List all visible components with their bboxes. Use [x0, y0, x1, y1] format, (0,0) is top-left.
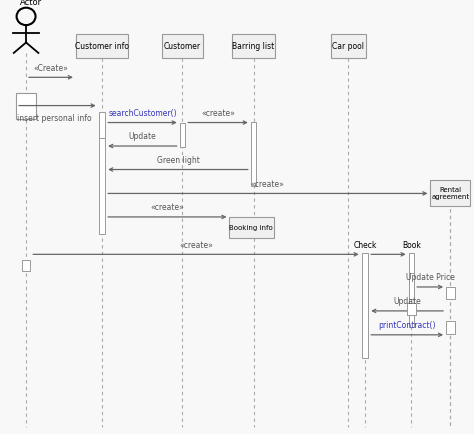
Text: Update: Update	[128, 132, 156, 141]
Text: searchCustomer(): searchCustomer()	[108, 108, 177, 118]
Bar	[99, 124, 105, 234]
Bar	[407, 303, 416, 315]
Text: Car pool: Car pool	[332, 42, 365, 51]
Text: Barring list: Barring list	[232, 42, 275, 51]
Text: Book: Book	[402, 240, 421, 250]
Bar	[446, 322, 455, 334]
Text: «create»: «create»	[251, 179, 285, 188]
Text: Actor: Actor	[20, 0, 43, 7]
Bar	[16, 93, 36, 119]
Bar	[409, 254, 414, 328]
Text: Customer: Customer	[164, 42, 201, 51]
Text: Booking info: Booking info	[229, 225, 273, 231]
Text: Customer info: Customer info	[75, 42, 129, 51]
Bar	[228, 217, 274, 239]
Bar	[430, 180, 470, 206]
Text: «create»: «create»	[150, 203, 184, 212]
Bar	[162, 35, 202, 59]
Text: «Create»: «Create»	[34, 63, 68, 72]
Bar	[362, 254, 368, 358]
Text: Update Price: Update Price	[406, 273, 455, 282]
Bar	[409, 273, 414, 299]
Text: insert personal info: insert personal info	[17, 113, 92, 122]
Bar	[99, 113, 105, 139]
Bar	[76, 35, 128, 59]
Text: Update: Update	[393, 296, 421, 306]
Bar	[446, 287, 455, 299]
Bar	[331, 35, 366, 59]
Bar	[22, 260, 30, 271]
Text: printContract(): printContract()	[378, 320, 436, 329]
Text: Rental
agreement: Rental agreement	[431, 187, 469, 200]
Text: «create»: «create»	[179, 240, 213, 249]
Bar	[180, 123, 185, 148]
Bar	[232, 35, 275, 59]
Bar	[251, 122, 256, 187]
Text: Check: Check	[353, 240, 377, 250]
Text: Green light: Green light	[156, 155, 200, 164]
Text: «create»: «create»	[201, 108, 235, 118]
